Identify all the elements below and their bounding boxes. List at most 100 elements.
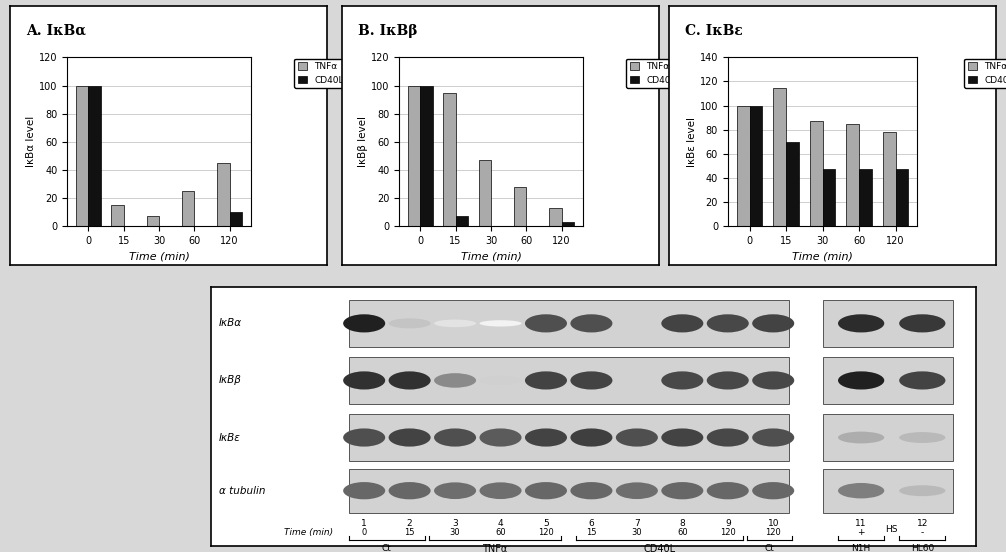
Ellipse shape	[707, 482, 748, 500]
Legend: TNFα, CD40L: TNFα, CD40L	[295, 59, 347, 88]
Ellipse shape	[752, 314, 794, 332]
Bar	[514, 187, 526, 226]
Ellipse shape	[661, 428, 703, 447]
Ellipse shape	[388, 319, 431, 328]
Bar	[456, 216, 468, 226]
Ellipse shape	[899, 371, 946, 390]
Bar	[407, 86, 421, 226]
Text: Ct: Ct	[765, 544, 775, 552]
Bar	[112, 205, 124, 226]
Bar	[883, 132, 895, 226]
Bar	[846, 124, 859, 226]
Bar	[182, 191, 194, 226]
Ellipse shape	[899, 314, 946, 332]
Ellipse shape	[838, 483, 884, 498]
Ellipse shape	[480, 482, 521, 499]
Bar	[749, 105, 763, 226]
Bar	[349, 357, 789, 404]
Ellipse shape	[434, 482, 476, 499]
Bar	[895, 169, 908, 226]
Bar	[75, 86, 89, 226]
Bar	[737, 105, 749, 226]
Text: +: +	[857, 528, 865, 537]
Ellipse shape	[434, 428, 476, 447]
Bar	[823, 357, 953, 404]
Text: TNFα: TNFα	[482, 544, 508, 552]
Ellipse shape	[388, 371, 431, 390]
Bar	[421, 86, 433, 226]
Ellipse shape	[434, 320, 476, 327]
X-axis label: Time (min): Time (min)	[129, 251, 189, 261]
Text: 7: 7	[634, 519, 640, 528]
Ellipse shape	[661, 371, 703, 390]
Ellipse shape	[480, 320, 521, 327]
Bar	[217, 163, 229, 226]
Text: 8: 8	[679, 519, 685, 528]
Text: 4: 4	[498, 519, 503, 528]
Ellipse shape	[899, 485, 946, 496]
Ellipse shape	[570, 428, 613, 447]
Text: Time (min): Time (min)	[285, 528, 334, 537]
Ellipse shape	[616, 428, 658, 447]
Ellipse shape	[838, 432, 884, 443]
Bar	[774, 88, 787, 226]
Bar	[859, 169, 872, 226]
Bar	[823, 169, 835, 226]
Ellipse shape	[343, 482, 385, 500]
Text: 15: 15	[404, 528, 414, 537]
Text: IκBβ: IκBβ	[219, 375, 241, 385]
Bar	[89, 86, 101, 226]
Ellipse shape	[752, 428, 794, 447]
Bar	[479, 160, 491, 226]
Ellipse shape	[570, 314, 613, 332]
Ellipse shape	[707, 314, 748, 332]
Bar	[349, 469, 789, 513]
Y-axis label: IκBβ level: IκBβ level	[358, 116, 368, 167]
Text: HL60: HL60	[910, 544, 934, 552]
Ellipse shape	[752, 371, 794, 390]
Legend: TNFα, CD40L: TNFα, CD40L	[965, 59, 1006, 88]
Ellipse shape	[343, 428, 385, 447]
Text: 2: 2	[406, 519, 412, 528]
Ellipse shape	[525, 482, 567, 500]
Text: 120: 120	[538, 528, 554, 537]
Text: HS: HS	[885, 525, 898, 534]
Ellipse shape	[480, 428, 521, 447]
Bar	[823, 300, 953, 347]
Text: α tubulin: α tubulin	[219, 486, 266, 496]
Bar	[549, 208, 561, 226]
Ellipse shape	[343, 371, 385, 390]
Ellipse shape	[525, 428, 567, 447]
Ellipse shape	[525, 314, 567, 332]
Text: IκBα: IκBα	[219, 319, 242, 328]
Ellipse shape	[388, 482, 431, 500]
Ellipse shape	[661, 482, 703, 500]
Text: CD40L: CD40L	[644, 544, 676, 552]
Bar	[823, 469, 953, 513]
Ellipse shape	[707, 428, 748, 447]
Y-axis label: IκBε level: IκBε level	[687, 116, 697, 167]
Ellipse shape	[570, 371, 613, 390]
Text: 120: 120	[766, 528, 781, 537]
Bar	[561, 222, 574, 226]
Ellipse shape	[434, 373, 476, 388]
Bar	[786, 142, 799, 226]
X-axis label: Time (min): Time (min)	[461, 251, 521, 261]
Text: C. IκBε: C. IκBε	[685, 24, 743, 38]
Bar	[147, 216, 159, 226]
Text: 30: 30	[632, 528, 642, 537]
Ellipse shape	[752, 482, 794, 500]
Bar	[810, 121, 823, 226]
Bar	[823, 414, 953, 461]
Ellipse shape	[388, 428, 431, 447]
Text: 1: 1	[361, 519, 367, 528]
Text: IκBε: IκBε	[219, 433, 240, 443]
Bar	[349, 300, 789, 347]
Text: 0: 0	[361, 528, 367, 537]
Text: N1H: N1H	[851, 544, 871, 552]
X-axis label: Time (min): Time (min)	[792, 251, 853, 261]
Text: 12: 12	[916, 519, 928, 528]
Text: 120: 120	[720, 528, 735, 537]
Text: 10: 10	[768, 519, 779, 528]
Text: 3: 3	[452, 519, 458, 528]
